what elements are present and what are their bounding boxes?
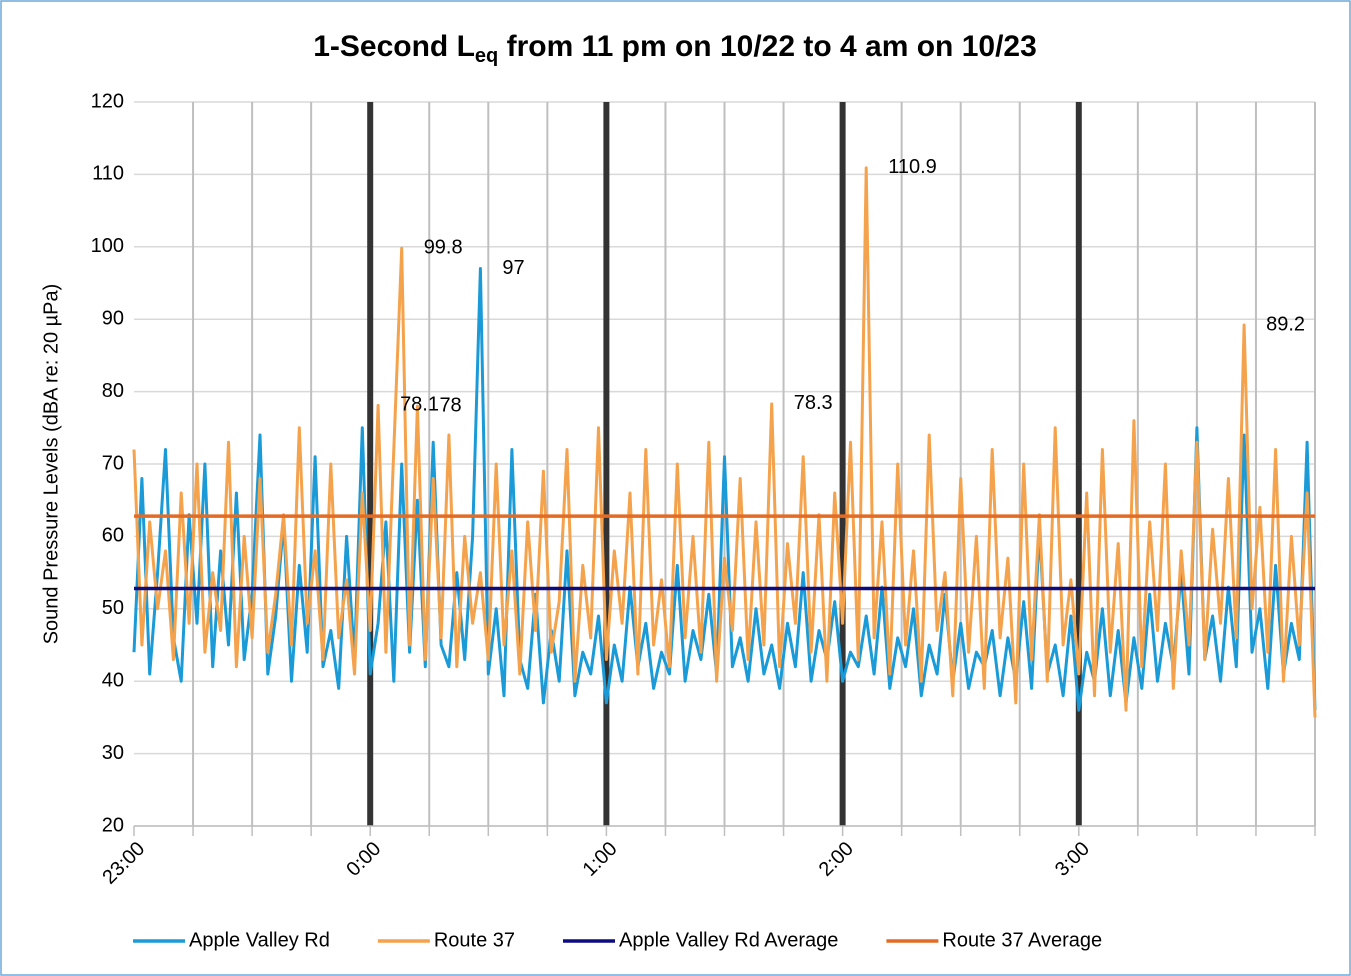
series-line (132, 166, 1317, 718)
y-tick-label: 100 (91, 235, 124, 257)
data-label: 78 (439, 394, 461, 416)
title-part: 1-Second L (313, 30, 475, 63)
y-tick-label: 120 (91, 90, 124, 112)
data-label: 78.1 (400, 394, 439, 416)
title-part: from 11 pm on 10/22 to 4 am on 10/23 (498, 30, 1037, 63)
data-label: 78.3 (794, 392, 833, 414)
y-tick-label: 50 (102, 597, 124, 619)
data-label: 99.8 (424, 237, 463, 259)
series-line (132, 267, 1317, 712)
data-label: 110.9 (888, 156, 937, 178)
y-tick-label: 60 (102, 525, 124, 547)
data-label: 97 (502, 257, 524, 279)
legend-label: Apple Valley Rd Average (619, 929, 838, 951)
y-tick-label: 80 (102, 380, 124, 402)
title-subscript: eq (475, 45, 498, 67)
y-tick-label: 20 (102, 814, 124, 836)
y-tick-label: 40 (102, 669, 124, 691)
y-tick-label: 30 (102, 742, 124, 764)
legend-label: Route 37 Average (942, 929, 1102, 951)
y-tick-label: 70 (102, 452, 124, 474)
y-axis-label: Sound Pressure Levels (dBA re: 20 µPa) (40, 284, 62, 645)
legend-label: Apple Valley Rd (189, 929, 330, 951)
data-label: 89.2 (1266, 313, 1305, 335)
chart-title: 1-Second Leq from 11 pm on 10/22 to 4 am… (313, 30, 1037, 67)
legend-label: Route 37 (434, 929, 515, 951)
y-tick-label: 110 (92, 163, 124, 185)
y-tick-label: 90 (102, 307, 124, 329)
